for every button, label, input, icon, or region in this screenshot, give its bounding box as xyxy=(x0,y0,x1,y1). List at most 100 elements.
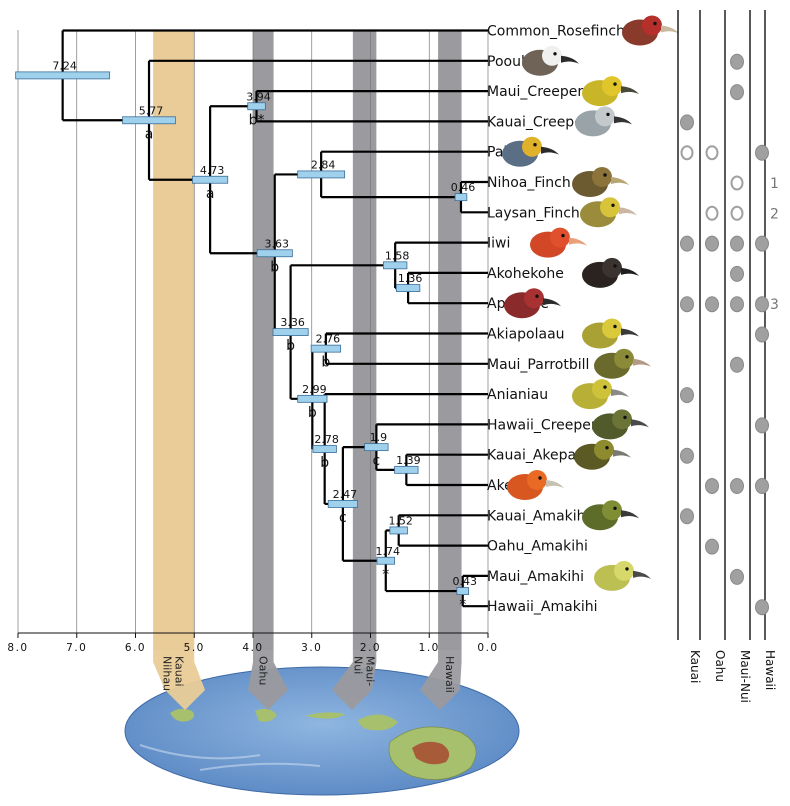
node-labels: 7.245.77a4.73a3.94b*3.63b2.840.463.36b1.… xyxy=(52,59,477,613)
bird-eye xyxy=(603,385,607,389)
arrow-kauai-niihau xyxy=(153,650,205,710)
presence-dot xyxy=(730,235,744,252)
node-age-label: 2.47 xyxy=(333,488,358,501)
arrow-oahu xyxy=(248,650,288,710)
axis-tick-label: 5.0 xyxy=(184,642,205,654)
column-label: Maui-Nui xyxy=(738,650,752,703)
time-axis: 8.0 7.0 6.0 5.0 4.0 3.0 2.0 1.0 0.0 xyxy=(7,632,498,654)
bird-beak xyxy=(569,237,587,246)
bird-eye xyxy=(538,476,542,480)
apapane-icon xyxy=(504,288,561,319)
node-age-label: 2.84 xyxy=(311,158,336,171)
node-age-label: 3.36 xyxy=(280,316,305,329)
presence-dot xyxy=(755,144,769,161)
axis-tick-label: 2.0 xyxy=(360,642,381,654)
presence-dot xyxy=(730,296,744,313)
palila-icon xyxy=(502,136,559,167)
taxon-label: Akiapolaau xyxy=(487,327,565,343)
uncertain-dot xyxy=(680,145,694,161)
iiwi-icon xyxy=(530,227,587,258)
taxon-label: Maui_Parrotbill xyxy=(487,357,589,373)
column-label-wrap: Kauai xyxy=(688,650,702,683)
bird-beak xyxy=(561,55,579,64)
hpd-bar xyxy=(192,175,229,184)
bird-head xyxy=(595,106,615,127)
bird-eye xyxy=(625,355,629,359)
bird-head xyxy=(592,167,612,187)
bird-head xyxy=(592,379,612,400)
bird-beak xyxy=(541,146,559,155)
hpd-bar xyxy=(247,102,266,111)
hpd-bar xyxy=(454,193,468,202)
node-support-letter: a xyxy=(145,126,154,142)
hpd-bar xyxy=(297,394,328,403)
akepa-icon xyxy=(507,470,564,500)
node-support-letter: b xyxy=(270,259,279,275)
band-label-line: Hawaii xyxy=(443,656,456,693)
node-support-letter: c xyxy=(373,453,381,469)
node-age-label: 1.36 xyxy=(398,272,423,285)
presence-dot xyxy=(755,235,769,252)
presence-dot xyxy=(730,265,744,282)
node-age-label: 7.24 xyxy=(52,59,77,72)
bird-head xyxy=(522,136,542,157)
presence-dot xyxy=(755,296,769,313)
presence-dot xyxy=(680,114,694,131)
hpd-bar xyxy=(394,465,419,474)
bird-head xyxy=(524,288,544,309)
node-age-label: 4.73 xyxy=(200,164,225,177)
presence-dot xyxy=(705,296,719,313)
column-label-wrap: Oahu xyxy=(713,650,727,682)
bird-head xyxy=(602,318,622,339)
bird-eye xyxy=(603,173,607,177)
arrow-maui-nui xyxy=(332,650,377,710)
column-label-wrap: Maui-Nui xyxy=(738,650,752,703)
column-label: Oahu xyxy=(713,650,727,682)
hpd-bar xyxy=(272,328,309,336)
band-kauai-niihau xyxy=(153,30,195,650)
axis-tick-label: 8.0 xyxy=(7,642,28,654)
bird-eye xyxy=(625,567,629,571)
node-age-label: 1.58 xyxy=(385,249,410,262)
time-gridlines xyxy=(17,30,489,633)
node-support-letter: a xyxy=(206,186,215,202)
presence-dot xyxy=(705,235,719,252)
band-hawaii xyxy=(438,30,462,650)
bird-beak xyxy=(619,207,637,216)
taxon-label: Laysan_Finch xyxy=(487,205,580,221)
kauai-creeper-icon xyxy=(575,106,632,137)
uncertain-dot xyxy=(705,145,719,161)
bird-beak xyxy=(621,86,639,95)
footnote-marker: 1 xyxy=(770,176,779,192)
maui-creeper-icon xyxy=(582,76,639,107)
bird-head xyxy=(602,257,622,278)
presence-dot xyxy=(705,538,719,555)
presence-dot xyxy=(730,568,744,585)
axis-tick-label: 0.0 xyxy=(477,642,498,654)
maui-parrotbill-icon xyxy=(594,348,651,379)
bird-beak xyxy=(621,510,639,519)
taxon-label: Common_Rosefinch xyxy=(487,24,625,40)
taxon-label: Akohekohe xyxy=(487,266,564,282)
uncertain-dot xyxy=(730,205,744,221)
band-label-line: Niihau xyxy=(161,656,174,691)
hpd-bar xyxy=(297,170,346,179)
taxon-label: Anianiau xyxy=(487,387,548,403)
hpd-bar xyxy=(312,445,337,453)
presence-dot xyxy=(730,478,744,494)
bird-eye xyxy=(605,446,609,450)
column-label-wrap: Hawaii xyxy=(763,650,777,690)
taxon-label: Oahu_Amakihi xyxy=(487,539,588,555)
node-age-label: 2.78 xyxy=(314,433,339,446)
bird-eye xyxy=(613,506,617,510)
rosefinch-icon xyxy=(622,15,679,46)
band-oahu xyxy=(253,30,274,650)
bird-beak xyxy=(633,570,651,579)
label-oahu: Oahu xyxy=(256,656,269,685)
node-age-label: 1.74 xyxy=(376,545,401,558)
bird-head xyxy=(550,227,570,248)
bird-eye xyxy=(561,233,565,238)
presence-dot xyxy=(755,478,769,494)
